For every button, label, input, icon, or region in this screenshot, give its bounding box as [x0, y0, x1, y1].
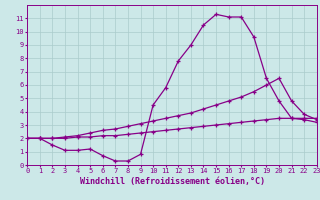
X-axis label: Windchill (Refroidissement éolien,°C): Windchill (Refroidissement éolien,°C): [79, 177, 265, 186]
